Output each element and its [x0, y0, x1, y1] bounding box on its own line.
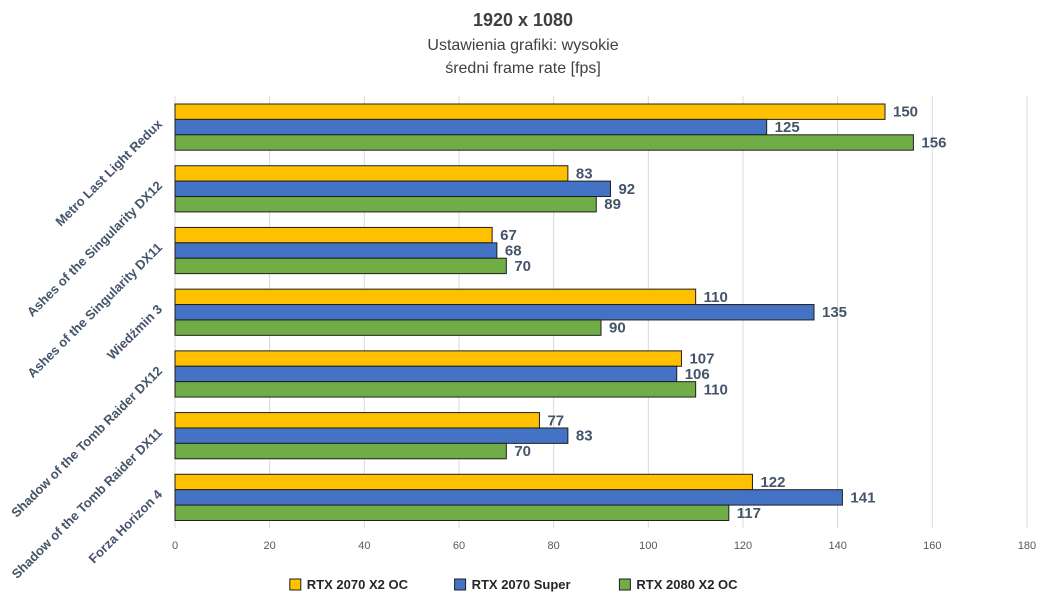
bar: [174, 319, 602, 336]
legend-item: RTX 2080 X2 OC: [618, 577, 738, 592]
x-axis-ticks: 0 20 40 60 80 100 120 140 160 180: [172, 540, 1036, 552]
category-label: Ashes of the Singularity DX11: [24, 240, 165, 381]
bar: [174, 304, 815, 321]
data-label: 135: [822, 304, 847, 321]
data-label: 70: [514, 443, 531, 460]
data-label: 150: [893, 104, 918, 121]
bars: [174, 103, 914, 521]
data-label: 125: [775, 119, 800, 136]
bar: [174, 350, 682, 367]
data-label: 67: [500, 227, 517, 244]
data-label: 106: [685, 366, 710, 383]
bar: [174, 118, 768, 136]
bar: [174, 427, 569, 444]
data-label: 141: [850, 489, 875, 506]
category-label: Wiedźmin 3: [104, 302, 165, 363]
bar: [174, 288, 697, 306]
x-tick-label: 20: [264, 540, 276, 552]
x-tick-label: 60: [453, 540, 465, 552]
bar: [174, 103, 886, 120]
data-label: 92: [618, 181, 635, 198]
legend-label: RTX 2080 X2 OC: [636, 577, 738, 592]
bar: [174, 226, 493, 244]
data-label: 83: [576, 165, 593, 182]
data-label: 117: [737, 505, 761, 522]
data-label: 89: [604, 196, 621, 213]
bar: [174, 180, 611, 198]
bar: [174, 196, 597, 213]
x-tick-label: 100: [639, 540, 657, 552]
data-label: 90: [609, 320, 626, 337]
bar: [174, 257, 507, 275]
chart-subtitle-line-2: średni frame rate [fps]: [445, 60, 601, 77]
data-labels: 1501251568392896768701101359010710611077…: [500, 104, 946, 522]
chart-title: 1920 x 1080: [473, 10, 573, 30]
data-label: 68: [505, 243, 522, 260]
category-label: Ashes of the Singularity DX12: [24, 178, 165, 319]
data-label: 110: [704, 381, 728, 398]
bar: [174, 489, 843, 506]
x-tick-label: 180: [1018, 540, 1036, 552]
legend-item: RTX 2070 Super: [454, 577, 571, 592]
data-label: 122: [760, 474, 785, 491]
data-label: 156: [921, 135, 946, 152]
bar: [174, 165, 569, 182]
data-label: 107: [689, 351, 714, 368]
chart-subtitle-line-1: Ustawienia grafiki: wysokie: [427, 37, 618, 54]
data-label: 77: [547, 412, 564, 429]
legend-label: RTX 2070 Super: [472, 577, 571, 592]
x-tick-label: 160: [923, 540, 941, 552]
bar: [174, 134, 914, 151]
bar: [174, 242, 498, 259]
bar: [174, 365, 678, 383]
x-tick-label: 80: [548, 540, 560, 552]
x-tick-label: 40: [358, 540, 370, 552]
data-label: 70: [514, 258, 531, 275]
legend-swatch: [618, 578, 631, 591]
bar: [174, 442, 507, 460]
x-tick-label: 0: [172, 540, 178, 552]
legend-swatch: [454, 578, 467, 591]
x-tick-label: 140: [828, 540, 846, 552]
bar: [174, 504, 730, 521]
bar: [174, 381, 697, 398]
legend-swatch: [289, 578, 302, 591]
legend-label: RTX 2070 X2 OC: [307, 577, 409, 592]
bar: [174, 473, 753, 491]
x-tick-label: 120: [734, 540, 752, 552]
data-label: 83: [576, 428, 593, 445]
category-label: Metro Last Light Redux: [52, 116, 165, 229]
legend: RTX 2070 X2 OC RTX 2070 Super RTX 2080 X2 …: [289, 577, 738, 592]
legend-item: RTX 2070 X2 OC: [289, 577, 409, 592]
data-label: 110: [704, 289, 728, 306]
bar: [174, 412, 540, 429]
